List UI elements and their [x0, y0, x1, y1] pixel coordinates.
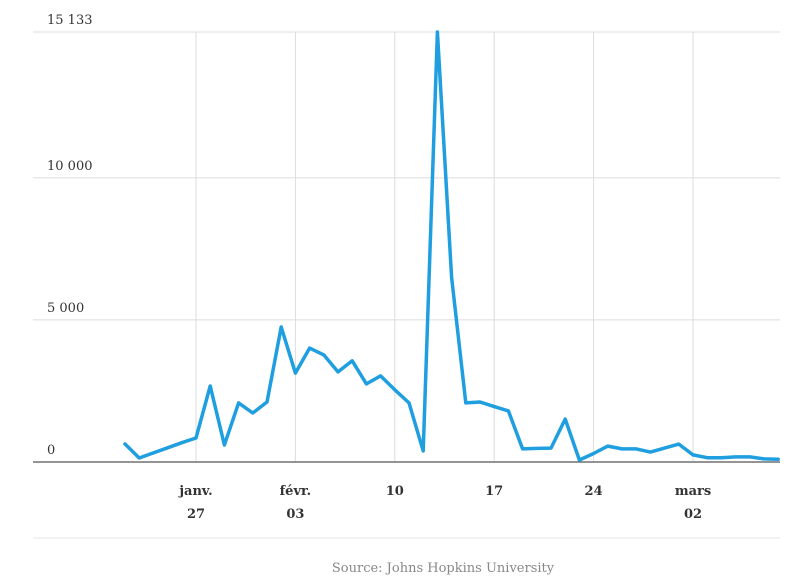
y-tick-label: 15 133 [47, 13, 93, 28]
data-point [719, 456, 723, 460]
data-point [691, 453, 695, 457]
data-point [237, 401, 241, 405]
data-point [606, 444, 610, 448]
data-point [663, 446, 667, 450]
data-point [194, 436, 198, 440]
data-point [364, 382, 368, 386]
data-point [308, 346, 312, 350]
data-point [379, 374, 383, 378]
y-tick-label: 5 000 [47, 301, 84, 316]
series-group [123, 30, 780, 462]
data-point [492, 405, 496, 409]
data-point [620, 447, 624, 451]
x-tick-sublabel: 27 [187, 507, 205, 522]
data-point [251, 411, 255, 415]
data-point [748, 455, 752, 459]
data-point [151, 451, 155, 455]
data-point [549, 446, 553, 450]
data-point [421, 449, 425, 453]
data-point [563, 417, 567, 421]
data-point [180, 441, 184, 445]
data-point [648, 450, 652, 454]
x-tick-sublabel: 02 [684, 507, 702, 522]
data-point [435, 30, 439, 34]
x-axis-labels: janv. 27 févr. 03 10 17 24 mars 02 [178, 484, 711, 522]
x-tick-label: janv. [178, 484, 212, 499]
x-tick-label: mars [675, 484, 711, 499]
data-point [166, 446, 170, 450]
data-point [506, 409, 510, 413]
y-axis-labels: 0 5 000 10 000 15 133 [47, 13, 93, 458]
data-point [450, 275, 454, 279]
series-line [123, 30, 780, 462]
x-tick-label: févr. [280, 484, 312, 499]
data-point [350, 359, 354, 363]
data-point [464, 401, 468, 405]
data-point [293, 371, 297, 375]
data-point [279, 325, 283, 329]
data-point [137, 456, 141, 460]
data-point [208, 384, 212, 388]
data-point [521, 447, 525, 451]
y-tick-label: 10 000 [47, 159, 93, 174]
source-note: Source: Johns Hopkins University [332, 561, 555, 576]
data-point [535, 446, 539, 450]
grid-lines [33, 31, 780, 462]
data-point [592, 451, 596, 455]
data-point [123, 442, 127, 446]
data-point [407, 401, 411, 405]
y-tick-label: 0 [47, 443, 55, 458]
data-point [705, 456, 709, 460]
data-point [393, 388, 397, 392]
data-point [322, 353, 326, 357]
data-point [478, 400, 482, 404]
data-point [634, 447, 638, 451]
data-point [577, 458, 581, 462]
data-point [776, 457, 780, 461]
data-point [265, 400, 269, 404]
data-point [336, 370, 340, 374]
data-point [762, 457, 766, 461]
data-point [734, 455, 738, 459]
x-tick-label: 24 [585, 484, 603, 499]
data-point [677, 442, 681, 446]
data-point [222, 443, 226, 447]
x-tick-label: 10 [386, 484, 404, 499]
x-tick-sublabel: 03 [286, 507, 304, 522]
x-tick-label: 17 [485, 484, 503, 499]
